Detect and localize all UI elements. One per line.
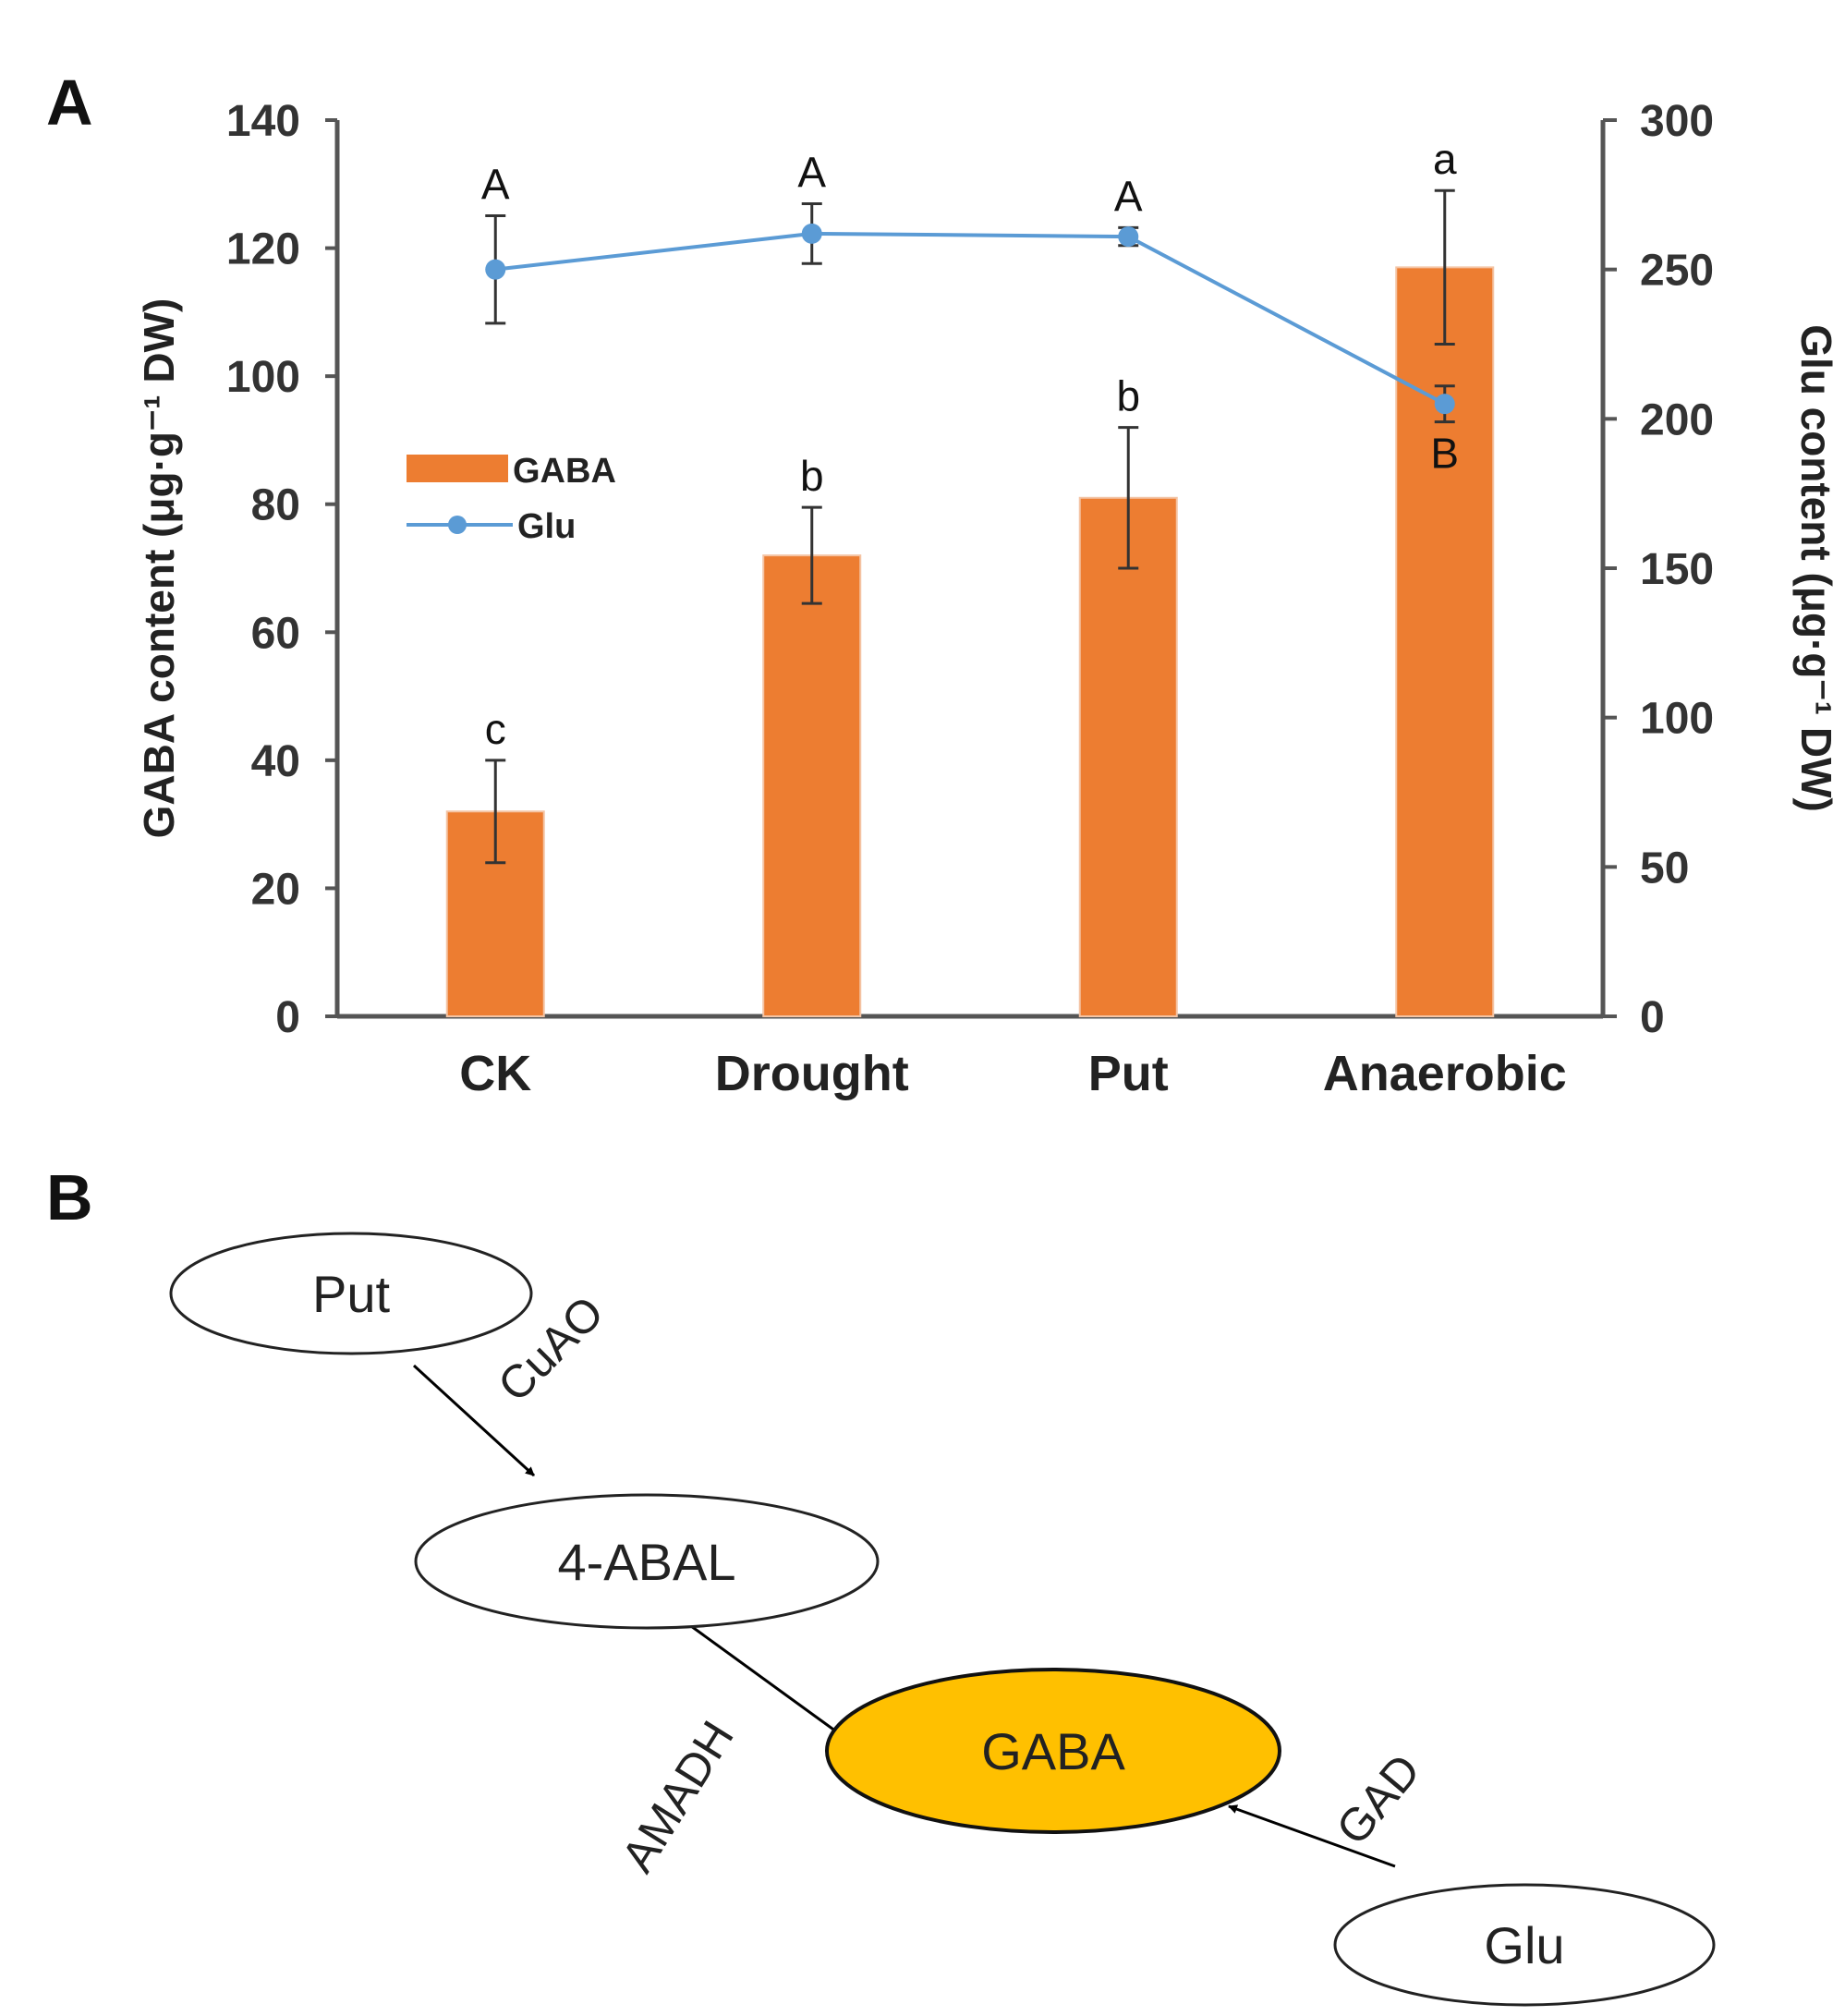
legend-marker-glu [448,516,467,534]
glu-point [1118,226,1139,248]
node-put-label: Put [312,1265,390,1323]
right-axis-title: Glu content (μg·g⁻¹ DW) [1792,324,1833,812]
bar-drought [762,554,862,1018]
node-glu-label: Glu [1484,1916,1564,1974]
panel-label-a: A [46,67,93,139]
node-abal: 4-ABAL [414,1493,880,1630]
node-abal-label: 4-ABAL [558,1533,736,1591]
node-gaba: GABA [825,1668,1281,1834]
panel-label-b: B [46,1161,93,1233]
right-ticks: 0 50 100 150 200 250 300 [1603,97,1714,1042]
left-tick-label: 120 [226,225,300,274]
glu-line [495,231,1446,406]
node-abal-ellipse [414,1493,880,1630]
bar-significance-letter: b [800,452,824,500]
right-tick-label: 150 [1640,545,1714,594]
right-tick-label: 100 [1640,695,1714,744]
glu-significance-letter: B [1430,430,1459,478]
glu-point [1434,394,1455,415]
node-gaba-ellipse [825,1668,1281,1834]
bars: c b b a [445,135,1495,1018]
right-tick-label: 300 [1640,97,1714,146]
node-glu-ellipse [1333,1883,1716,2007]
left-axis-title: GABA content (μg·g⁻¹ DW) [135,298,183,839]
left-tick-label: 60 [251,609,300,658]
legend: GABA Glu [407,452,616,546]
right-tick-label: 50 [1640,844,1689,893]
left-tick-label: 140 [226,97,300,146]
left-tick-label: 40 [251,737,300,786]
bar-significance-letter: a [1433,135,1457,183]
left-ticks: 0 20 40 60 80 100 120 140 [226,97,337,1042]
glu-significance-letter: A [481,160,510,208]
glu-series: A A A B [481,149,1459,478]
enzyme-amadh: AMADH [612,1712,744,1881]
glu-significance-letter: A [797,149,826,197]
right-tick-label: 0 [1640,993,1665,1042]
node-glu: Glu [1333,1883,1716,2007]
glu-point [801,223,822,244]
node-put: Put [169,1232,533,1355]
bar-anaerobic [1395,266,1495,1018]
bar-significance-letter: b [1116,372,1140,420]
left-tick-label: 0 [275,993,300,1042]
category-labels: CK Drought Put Anaerobic [459,1046,1567,1101]
right-tick-label: 250 [1640,247,1714,296]
enzyme-gad: GAD [1327,1744,1431,1854]
legend-label-gaba: GABA [513,452,616,491]
left-tick-label: 20 [251,865,300,914]
arrow-glu-to-gaba [1228,1804,1396,1868]
category-label: Anaerobic [1323,1046,1567,1101]
right-tick-label: 200 [1640,395,1714,444]
node-put-ellipse [169,1232,533,1355]
category-label: CK [459,1046,531,1101]
legend-swatch-gaba [407,455,508,482]
chart-a: 0 20 40 60 80 100 120 140 0 50 100 150 200 250 300 c b… [135,97,1833,1101]
legend-label-glu: Glu [517,507,576,546]
left-tick-label: 80 [251,481,300,530]
node-gaba-label: GABA [981,1722,1125,1780]
left-tick-label: 100 [226,353,300,402]
glu-significance-letter: A [1114,172,1143,220]
bar-put [1078,496,1178,1017]
category-label: Drought [715,1046,909,1101]
arrow-put-to-abal [412,1364,536,1477]
category-label: Put [1088,1046,1169,1101]
bar-significance-letter: c [485,705,506,753]
pathway-diagram: Put 4-ABAL GABA Glu CuAO AMADH GAD [169,1232,1716,2007]
glu-point [485,259,506,280]
